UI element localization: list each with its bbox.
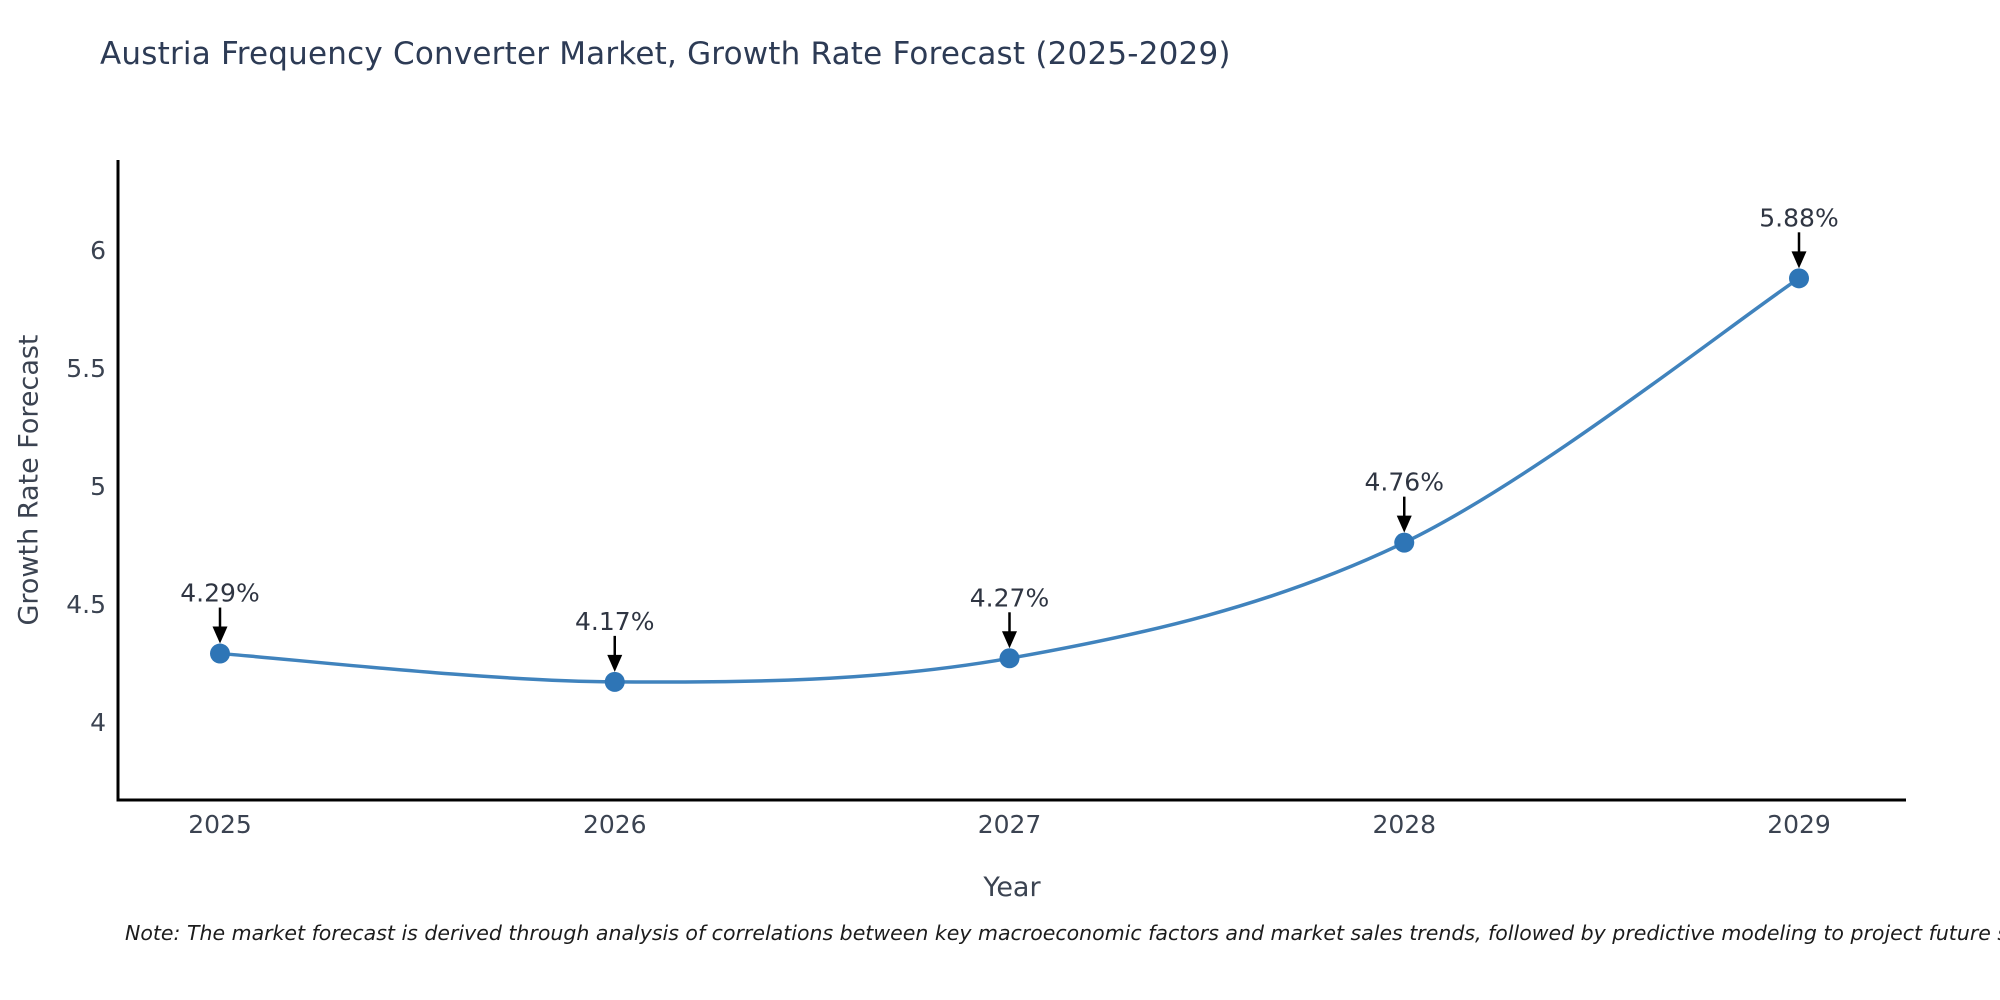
footnote: Note: The market forecast is derived thr… — [125, 921, 2000, 945]
data-point-marker — [210, 643, 230, 664]
data-point-label: 4.29% — [180, 579, 259, 608]
x-tick-label: 2027 — [978, 810, 1042, 839]
x-tick-label: 2028 — [1372, 810, 1436, 839]
y-tick-label: 4.5 — [66, 590, 106, 619]
data-point-marker — [604, 671, 625, 692]
y-tick-label: 5.5 — [66, 354, 106, 383]
x-tick-label: 2026 — [583, 810, 647, 839]
y-tick-label: 4 — [90, 708, 106, 737]
data-point-marker — [1789, 268, 1809, 289]
data-point-label: 4.76% — [1365, 468, 1444, 497]
data-point-label: 4.17% — [575, 607, 654, 636]
annotation-arrow-head — [1396, 515, 1412, 533]
x-axis-label: Year — [983, 872, 1041, 903]
annotation-arrow-head — [212, 626, 228, 644]
data-point-marker — [999, 648, 1020, 669]
data-point-marker — [1394, 532, 1415, 553]
x-tick-label: 2025 — [188, 810, 252, 839]
y-tick-label: 6 — [90, 236, 106, 265]
data-point-label: 5.88% — [1759, 203, 1838, 232]
chart-title: Austria Frequency Converter Market, Grow… — [100, 36, 1231, 72]
y-tick-label: 5 — [90, 472, 106, 501]
data-point-label: 4.27% — [970, 583, 1049, 612]
annotation-arrow-head — [1791, 251, 1807, 269]
annotation-arrow-head — [1002, 631, 1017, 649]
x-tick-label: 2029 — [1767, 810, 1831, 839]
annotation-arrow-head — [607, 654, 623, 672]
